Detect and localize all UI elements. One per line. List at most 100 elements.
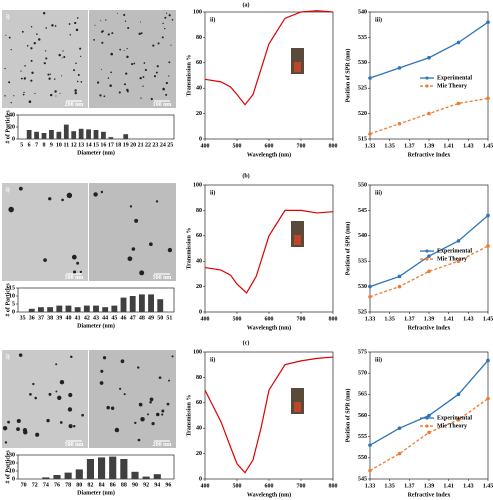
x-tick-label: 23 <box>152 142 158 148</box>
marker <box>486 96 490 101</box>
marker <box>427 269 431 274</box>
y-tick-label: 565 <box>358 392 367 398</box>
particle <box>166 402 170 406</box>
particle <box>31 71 34 75</box>
x-tick-label: 7 <box>35 142 38 148</box>
particle <box>167 247 173 253</box>
series-line <box>369 97 489 135</box>
y-axis-label: Transmission % <box>186 228 192 270</box>
bar <box>65 305 72 312</box>
marker <box>397 121 402 126</box>
particle <box>57 395 62 401</box>
y-tick-label: 520 <box>358 111 367 117</box>
x-axis-label: Diameter (nm) <box>77 149 115 156</box>
particle <box>110 71 112 74</box>
particle <box>80 55 82 58</box>
x-tick-label: 11 <box>63 142 69 148</box>
scale-bar-label: 100 nm <box>153 102 172 108</box>
particle <box>76 261 80 265</box>
particle <box>114 427 120 433</box>
particle <box>54 25 57 27</box>
y-tick-label: 80 <box>196 35 202 41</box>
particle <box>106 405 110 410</box>
panel-label: iii) <box>375 189 382 196</box>
x-tick-label: 1.41 <box>443 483 454 489</box>
particle <box>30 26 33 28</box>
plot-frame <box>17 454 175 480</box>
marker <box>486 213 490 218</box>
x-tick-label: 15 <box>93 142 99 148</box>
y-tick-label: 0 <box>199 476 202 482</box>
bar <box>63 124 69 139</box>
particle <box>139 76 142 80</box>
y-tick-label: 20 <box>196 111 202 117</box>
bar <box>47 307 54 312</box>
x-tick-label: 1.33 <box>365 316 376 322</box>
y-axis-label: Position of SPR (nm) <box>344 389 351 443</box>
y-tick-label: 40 <box>196 259 202 265</box>
particle <box>168 14 171 17</box>
series-line <box>369 21 489 79</box>
particle <box>2 426 8 431</box>
x-tick-label: 72 <box>32 482 38 488</box>
particle <box>68 23 71 25</box>
particle <box>7 420 10 424</box>
x-tick-label: 500 <box>233 143 242 149</box>
x-tick-label: 96 <box>165 482 171 488</box>
bar <box>28 308 35 312</box>
bar <box>26 130 32 139</box>
x-tick-label: 37 <box>38 315 44 321</box>
x-tick-label: 46 <box>121 315 127 321</box>
particle <box>123 13 126 16</box>
particle <box>123 83 126 86</box>
y-tick-label: 545 <box>358 476 367 482</box>
x-tick-label: 1.35 <box>384 483 395 489</box>
particle <box>153 75 157 78</box>
legend-label: Mie Theory <box>437 423 467 429</box>
x-tick-label: 21 <box>138 142 144 148</box>
y-tick-label: 525 <box>358 309 367 315</box>
particle <box>165 93 168 96</box>
y-tick-label: 20 <box>196 284 202 290</box>
y-tick-label: 570 <box>358 371 367 377</box>
bar <box>131 471 139 479</box>
particle <box>8 206 14 213</box>
particle <box>129 205 133 208</box>
particle <box>124 20 127 22</box>
y-tick-label: 40 <box>196 86 202 92</box>
bar <box>38 307 44 312</box>
plot-frame <box>204 184 334 313</box>
x-tick-label: 1.37 <box>404 316 415 322</box>
bar <box>111 305 118 312</box>
particle <box>23 430 28 435</box>
particle <box>70 355 73 359</box>
legend-label: Experimental <box>437 415 472 421</box>
panel-label: iii) <box>375 356 382 363</box>
particle <box>168 379 170 382</box>
x-tick-label: 800 <box>329 316 338 322</box>
x-tick-label: 9 <box>50 142 53 148</box>
particle <box>171 18 174 21</box>
particle <box>107 77 110 79</box>
bar <box>49 130 54 139</box>
y-tick-label: 100 <box>193 349 202 355</box>
y-tick-label: 60 <box>196 60 202 66</box>
x-tick-label: 600 <box>265 483 274 489</box>
y-axis-label: # of Particles <box>5 283 11 317</box>
particle <box>119 387 122 390</box>
particle <box>43 258 47 262</box>
particle <box>28 100 32 103</box>
particle <box>8 36 11 39</box>
x-tick-label: 800 <box>329 483 338 489</box>
y-axis-label: # of Particles <box>5 450 11 484</box>
particle <box>144 68 147 72</box>
particle <box>119 48 122 51</box>
legend-label: Experimental <box>437 75 472 81</box>
marker <box>397 66 402 70</box>
inset-liquid <box>294 402 301 412</box>
x-tick-label: 36 <box>29 315 35 321</box>
particle <box>100 30 103 33</box>
particle <box>42 12 46 15</box>
particle <box>38 38 41 41</box>
particle <box>96 81 100 84</box>
